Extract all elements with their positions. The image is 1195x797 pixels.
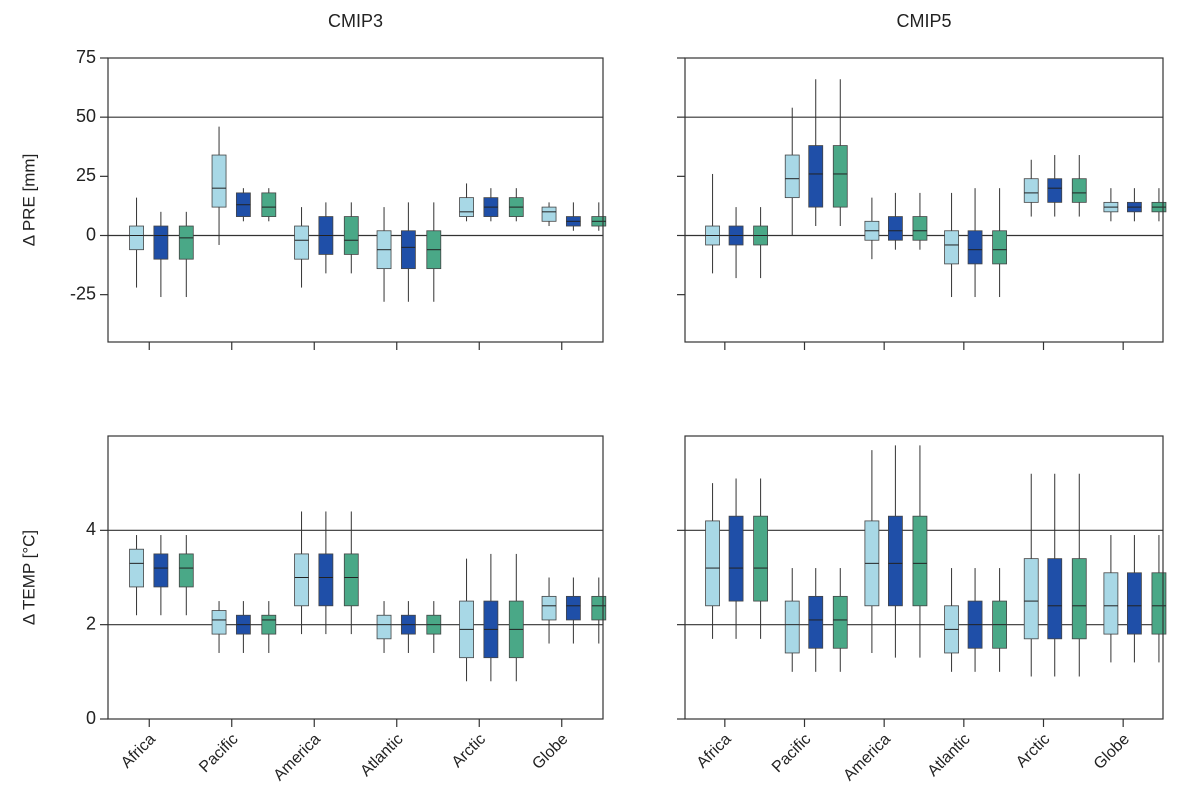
y-tick-label: 0	[86, 708, 96, 728]
y-tick-label: -25	[70, 283, 96, 303]
box	[129, 225, 144, 251]
x-tick-label: America	[840, 731, 894, 785]
box	[808, 145, 824, 208]
box	[211, 610, 227, 635]
plot-frame	[684, 57, 1164, 343]
box	[944, 230, 959, 265]
box	[808, 595, 824, 649]
box	[832, 595, 848, 649]
x-tick-label: Arctic	[449, 731, 489, 771]
y-tick-label: 0	[86, 224, 96, 244]
panel-title: CMIP5	[896, 11, 951, 31]
box	[343, 553, 359, 607]
box	[912, 515, 928, 607]
box	[912, 216, 928, 241]
box	[318, 553, 334, 607]
y-axis-label: Δ PRE [mm]	[19, 154, 38, 247]
plot-frame	[107, 57, 604, 343]
box	[887, 515, 903, 607]
x-tick-label: Globe	[1091, 731, 1133, 773]
box	[343, 216, 359, 255]
box	[705, 520, 720, 607]
box	[992, 230, 1008, 265]
y-tick-label: 25	[76, 165, 96, 185]
box	[541, 595, 557, 621]
x-tick-label: Pacific	[769, 731, 814, 776]
box	[211, 154, 227, 208]
box	[1047, 178, 1063, 203]
box	[728, 515, 744, 602]
x-tick-label: America	[271, 731, 325, 785]
x-tick-label: Atlantic	[357, 731, 406, 780]
box	[153, 553, 169, 588]
box	[541, 206, 557, 222]
panel-title: CMIP3	[328, 11, 383, 31]
box	[294, 553, 309, 607]
box	[784, 600, 800, 654]
box	[129, 548, 144, 588]
x-tick-label: Arctic	[1013, 731, 1053, 771]
y-tick-label: 75	[76, 47, 96, 67]
x-tick-label: Globe	[529, 731, 571, 773]
box	[294, 225, 309, 260]
box	[153, 225, 169, 260]
y-tick-label: 4	[86, 519, 96, 539]
box	[1047, 558, 1063, 640]
x-tick-label: Atlantic	[925, 731, 974, 780]
box	[1071, 178, 1087, 203]
box	[178, 553, 194, 588]
box	[1103, 572, 1119, 635]
box	[459, 197, 474, 217]
y-tick-label: 50	[76, 106, 96, 126]
x-tick-label: Pacific	[196, 731, 241, 776]
box	[400, 230, 416, 270]
box	[887, 216, 903, 241]
box	[1023, 558, 1039, 640]
box	[753, 515, 769, 602]
plot-frame	[107, 435, 604, 720]
y-axis-label: Δ TEMP [°C]	[19, 530, 38, 625]
box	[261, 192, 277, 217]
plot-frame	[684, 435, 1164, 720]
box	[1071, 558, 1087, 640]
box	[591, 595, 607, 621]
box	[832, 145, 848, 208]
y-tick-label: 2	[86, 613, 96, 633]
box	[967, 230, 983, 265]
x-tick-label: Africa	[118, 731, 159, 772]
box	[1023, 178, 1039, 203]
x-tick-label: Africa	[694, 731, 735, 772]
box	[261, 614, 277, 635]
box	[178, 225, 194, 260]
box	[784, 154, 800, 199]
box	[376, 614, 392, 640]
box	[565, 595, 581, 621]
box	[1126, 572, 1142, 635]
box	[1151, 572, 1167, 635]
